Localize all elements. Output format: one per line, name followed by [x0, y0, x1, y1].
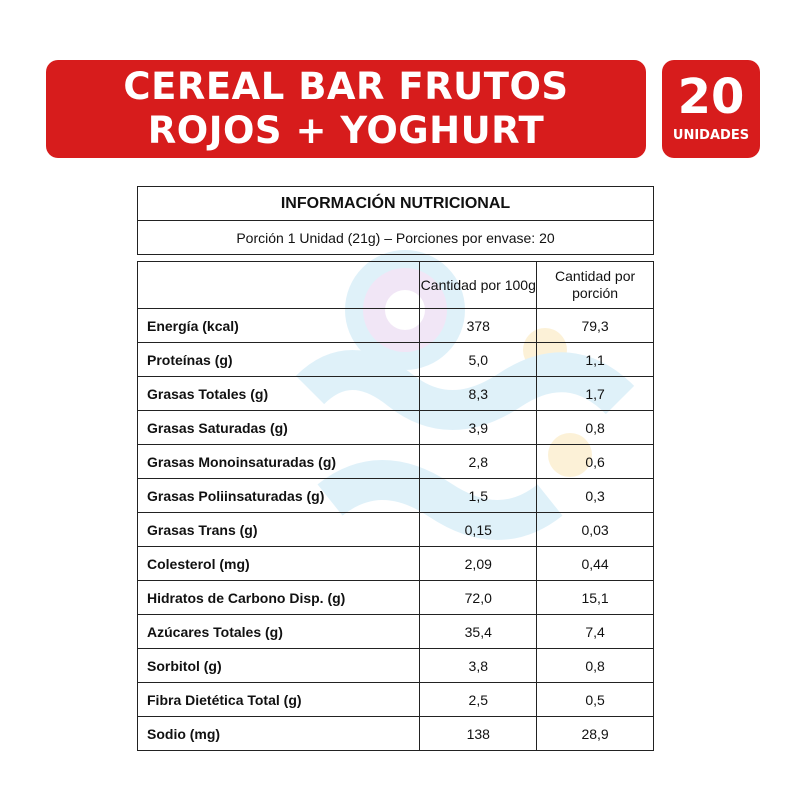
value-per-100g: 3,8	[419, 648, 538, 683]
nutrient-name: Fibra Dietética Total (g)	[136, 682, 421, 717]
value-per-portion: 0,44	[536, 546, 654, 581]
value-per-portion: 7,4	[536, 614, 654, 649]
value-per-100g: 3,9	[419, 410, 538, 445]
nutrition-table: Cantidad por 100g Cantidad por porción E…	[136, 261, 654, 751]
table-row: Grasas Totales (g) 8,3 1,7	[136, 376, 654, 411]
value-per-portion: 0,8	[536, 410, 654, 445]
unit-label: UNIDADES	[672, 128, 750, 143]
nutrition-header-table: INFORMACIÓN NUTRICIONAL Porción 1 Unidad…	[137, 186, 654, 255]
value-per-100g: 138	[419, 716, 538, 751]
nutrient-name: Grasas Trans (g)	[136, 512, 421, 547]
nutrient-name: Azúcares Totales (g)	[136, 614, 421, 649]
column-header-per-100g: Cantidad por 100g	[419, 261, 538, 309]
nutrient-name: Hidratos de Carbono Disp. (g)	[136, 580, 421, 615]
table-row: Hidratos de Carbono Disp. (g) 72,0 15,1	[136, 580, 654, 615]
column-header-per-portion: Cantidad por porción	[536, 261, 654, 309]
value-per-100g: 72,0	[419, 580, 538, 615]
value-per-portion: 15,1	[536, 580, 654, 615]
table-row: Colesterol (mg) 2,09 0,44	[136, 546, 654, 581]
table-header-row: Cantidad por 100g Cantidad por porción	[136, 261, 654, 309]
nutrient-name: Grasas Totales (g)	[136, 376, 421, 411]
value-per-100g: 8,3	[419, 376, 538, 411]
value-per-100g: 1,5	[419, 478, 538, 513]
value-per-portion: 0,8	[536, 648, 654, 683]
value-per-100g: 2,8	[419, 444, 538, 479]
table-row: Azúcares Totales (g) 35,4 7,4	[136, 614, 654, 649]
value-per-portion: 1,7	[536, 376, 654, 411]
table-row: Grasas Trans (g) 0,15 0,03	[136, 512, 654, 547]
value-per-portion: 0,03	[536, 512, 654, 547]
nutrient-name: Grasas Monoinsaturadas (g)	[136, 444, 421, 479]
column-header-nutrient	[136, 261, 421, 309]
value-per-portion: 0,3	[536, 478, 654, 513]
value-per-100g: 378	[419, 308, 538, 343]
value-per-portion: 79,3	[536, 308, 654, 343]
product-title-line2: ROJOS + YOGHURT	[147, 109, 545, 152]
table-row: Grasas Poliinsaturadas (g) 1,5 0,3	[136, 478, 654, 513]
value-per-100g: 5,0	[419, 342, 538, 377]
table-row: Sorbitol (g) 3,8 0,8	[136, 648, 654, 683]
product-title-banner: CEREAL BAR FRUTOS ROJOS + YOGHURT	[46, 60, 646, 158]
value-per-100g: 35,4	[419, 614, 538, 649]
nutrient-name: Grasas Saturadas (g)	[136, 410, 421, 445]
nutrient-name: Sodio (mg)	[136, 716, 421, 751]
unit-count-badge: 20 UNIDADES	[662, 60, 760, 158]
table-row: Sodio (mg) 138 28,9	[136, 716, 654, 751]
nutrient-name: Grasas Poliinsaturadas (g)	[136, 478, 421, 513]
value-per-portion: 28,9	[536, 716, 654, 751]
value-per-portion: 0,6	[536, 444, 654, 479]
table-row: Energía (kcal) 378 79,3	[136, 308, 654, 343]
portion-info: Porción 1 Unidad (21g) – Porciones por e…	[137, 220, 654, 255]
nutrient-name: Energía (kcal)	[136, 308, 421, 343]
table-row: Grasas Monoinsaturadas (g) 2,8 0,6	[136, 444, 654, 479]
table-row: Fibra Dietética Total (g) 2,5 0,5	[136, 682, 654, 717]
value-per-portion: 0,5	[536, 682, 654, 717]
table-row: Grasas Saturadas (g) 3,9 0,8	[136, 410, 654, 445]
nutrition-title: INFORMACIÓN NUTRICIONAL	[137, 186, 654, 221]
nutrient-name: Sorbitol (g)	[136, 648, 421, 683]
value-per-100g: 0,15	[419, 512, 538, 547]
value-per-portion: 1,1	[536, 342, 654, 377]
unit-count: 20	[677, 69, 745, 125]
product-title-line1: CEREAL BAR FRUTOS	[123, 65, 569, 108]
table-row: Proteínas (g) 5,0 1,1	[136, 342, 654, 377]
value-per-100g: 2,09	[419, 546, 538, 581]
nutrient-name: Proteínas (g)	[136, 342, 421, 377]
value-per-100g: 2,5	[419, 682, 538, 717]
nutrient-name: Colesterol (mg)	[136, 546, 421, 581]
